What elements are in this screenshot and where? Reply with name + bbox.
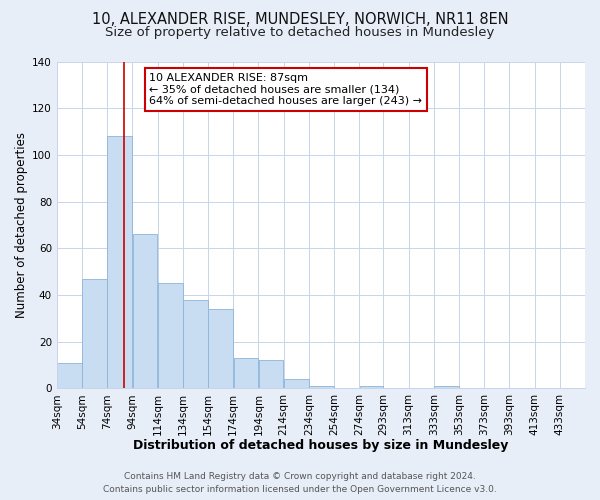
Bar [158,284,182,389]
Bar [284,379,308,388]
X-axis label: Distribution of detached houses by size in Mundesley: Distribution of detached houses by size … [133,440,509,452]
Text: Size of property relative to detached houses in Mundesley: Size of property relative to detached ho… [106,26,494,39]
Y-axis label: Number of detached properties: Number of detached properties [15,132,28,318]
Bar [82,278,107,388]
Bar [309,386,334,388]
Text: 10, ALEXANDER RISE, MUNDESLEY, NORWICH, NR11 8EN: 10, ALEXANDER RISE, MUNDESLEY, NORWICH, … [92,12,508,26]
Bar [434,386,458,388]
Text: 10 ALEXANDER RISE: 87sqm
← 35% of detached houses are smaller (134)
64% of semi-: 10 ALEXANDER RISE: 87sqm ← 35% of detach… [149,73,422,106]
Bar [133,234,157,388]
Bar [57,362,82,388]
Bar [107,136,132,388]
Bar [259,360,283,388]
Bar [183,300,208,388]
Text: Contains HM Land Registry data © Crown copyright and database right 2024.
Contai: Contains HM Land Registry data © Crown c… [103,472,497,494]
Bar [233,358,258,388]
Bar [208,309,233,388]
Bar [359,386,383,388]
